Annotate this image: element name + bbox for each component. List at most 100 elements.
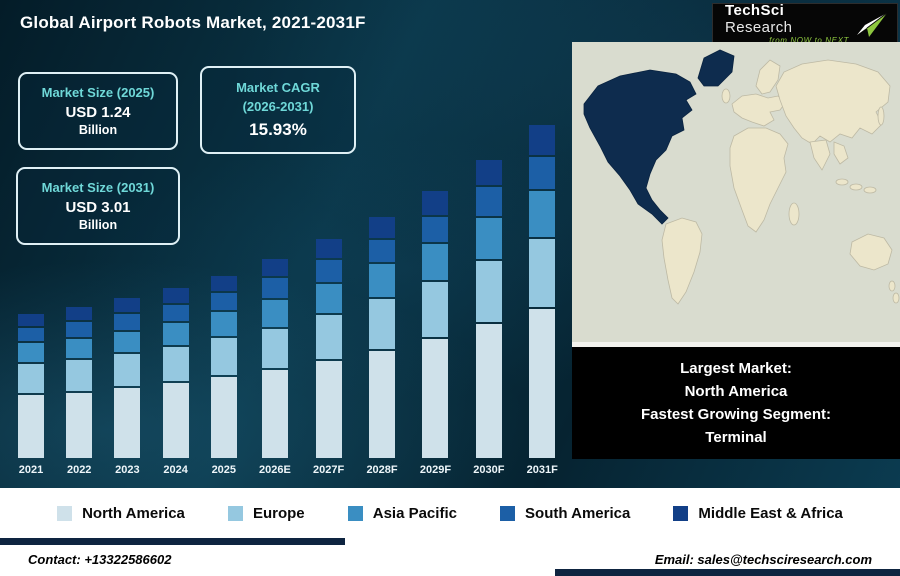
bar-segment	[261, 370, 288, 458]
bar-segment	[66, 338, 93, 359]
bar-column-2022: 2022	[66, 306, 93, 476]
largest-market-box: Largest Market: North America Fastest Gr…	[572, 347, 900, 459]
bar-column-2028F: 2028F	[366, 217, 398, 476]
bar-stack-2023	[114, 298, 141, 458]
bar-x-label: 2021	[18, 464, 44, 476]
bar-segment	[475, 187, 502, 217]
legend: North America Europe Asia Pacific South Ame…	[0, 488, 900, 538]
bar-segment	[162, 304, 189, 321]
bar-segment	[369, 264, 396, 297]
bar-x-label: 2022	[66, 464, 92, 476]
bar-segment	[422, 244, 449, 281]
bar-segment	[210, 293, 237, 311]
bar-segment	[261, 258, 288, 277]
bar-segment	[369, 299, 396, 349]
bar-stack-2026E	[261, 258, 288, 458]
bar-segment	[261, 278, 288, 299]
stat-market-cagr: Market CAGR (2026-2031) 15.93%	[200, 66, 356, 154]
stat-label: Market Size (2025)	[41, 85, 155, 101]
footer-navy-bar-right	[555, 569, 900, 576]
bar-segment	[66, 392, 93, 458]
bar-stack-2027F	[315, 239, 342, 458]
bar-segment	[422, 338, 449, 458]
legend-item: Europe	[227, 504, 305, 522]
legend-item: Middle East & Africa	[673, 504, 843, 522]
bar-column-2031F: 2031F	[526, 124, 558, 476]
bar-segment	[475, 218, 502, 259]
bar-segment	[261, 328, 288, 369]
legend-swatch	[57, 505, 73, 521]
stat-value: USD 1.24	[65, 103, 131, 121]
legend-label: Middle East & Africa	[698, 504, 843, 522]
footer-navy-bar-left	[0, 538, 345, 545]
continent-south-america	[661, 217, 703, 305]
bar-stack-2028F	[369, 217, 396, 458]
bar-segment	[261, 300, 288, 327]
world-map-svg	[572, 42, 900, 342]
stat-unit: Billion	[78, 122, 118, 137]
bar-segment	[315, 283, 342, 313]
bar-segment	[369, 350, 396, 458]
bar-segment	[114, 331, 141, 352]
bar-stack-2030F	[475, 159, 502, 458]
island-new-zealand-1	[888, 280, 896, 292]
bar-x-label: 2024	[163, 464, 188, 476]
island-new-zealand-2	[892, 292, 900, 304]
paper-plane-icon	[857, 12, 888, 37]
bar-stack-2024	[162, 288, 189, 458]
bar-segment	[162, 347, 189, 381]
bar-segment	[210, 276, 237, 292]
bar-segment	[114, 314, 141, 330]
logo-brand-secondary: Research	[725, 18, 793, 36]
largest-market-label: Largest Market:	[680, 359, 792, 377]
bar-stack-2022	[66, 306, 93, 458]
logo-brand-primary: TechSci	[725, 2, 785, 19]
bar-x-label: 2031F	[526, 464, 558, 476]
region-india	[809, 139, 831, 171]
bar-column-2027F: 2027F	[313, 239, 344, 476]
bar-column-2026E: 2026E	[259, 258, 291, 476]
legend-label: Europe	[252, 504, 305, 522]
continent-greenland	[697, 49, 735, 87]
bar-segment	[369, 239, 396, 263]
legend-item: North America	[57, 505, 185, 522]
legend-label: North America	[82, 504, 185, 522]
continent-australia	[849, 233, 893, 271]
stat-market-size-2025: Market Size (2025) USD 1.24 Billion	[18, 72, 178, 150]
bar-segment	[422, 282, 449, 337]
page-title: Global Airport Robots Market, 2021-2031F	[20, 13, 366, 32]
logo-brand: TechSci Research	[725, 2, 849, 36]
bar-segment	[210, 312, 237, 337]
map-divider	[572, 342, 900, 347]
bar-stack-2021	[18, 313, 44, 458]
footer-email: Email: sales@techsciresearch.com	[654, 551, 872, 567]
stat-label-line2: (2026-2031)	[242, 98, 314, 114]
bar-segment	[422, 190, 449, 215]
bar-segment	[529, 191, 556, 237]
continent-north-america	[583, 69, 697, 225]
bar-segment	[66, 360, 93, 391]
bar-segment	[66, 306, 93, 320]
bar-column-2024: 2024	[162, 288, 189, 476]
bar-segment	[369, 217, 396, 238]
bar-segment	[210, 376, 237, 458]
bar-x-label: 2027F	[313, 464, 345, 476]
bar-segment	[18, 363, 44, 393]
bar-column-2029F: 2029F	[420, 190, 451, 476]
bar-segment	[315, 239, 342, 259]
bar-segment	[162, 382, 189, 458]
bar-segment	[422, 216, 449, 243]
logo-tagline: from NOW to NEXT	[769, 36, 849, 45]
stat-value: 15.93%	[249, 119, 307, 139]
bar-column-2021: 2021	[18, 313, 44, 476]
world-map	[572, 42, 900, 342]
bar-x-label: 2028F	[366, 464, 398, 476]
stacked-bar-chart: 2021 2022 2023 2024 2025 2026E 2027F 2028F 2029F…	[18, 124, 558, 476]
legend-swatch	[347, 505, 363, 521]
bar-segment	[18, 394, 44, 458]
bar-segment	[315, 314, 342, 359]
techsci-logo: TechSci Research from NOW to NEXT	[712, 2, 898, 45]
bar-stack-2025	[210, 276, 237, 458]
legend-item: Asia Pacific	[347, 505, 457, 522]
legend-swatch	[673, 505, 689, 521]
